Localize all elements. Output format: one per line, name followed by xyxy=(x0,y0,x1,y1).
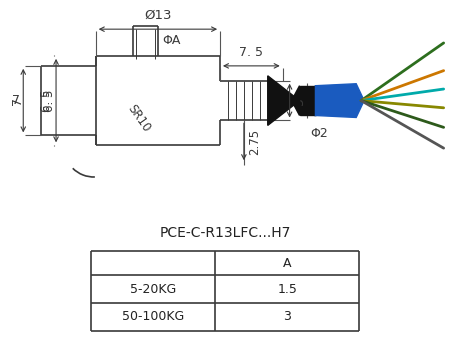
Text: 7. 5: 7. 5 xyxy=(239,46,263,59)
Polygon shape xyxy=(300,86,315,115)
Text: Ø13: Ø13 xyxy=(144,9,171,22)
Polygon shape xyxy=(268,76,300,125)
Text: 3: 3 xyxy=(283,310,291,323)
Text: 50-100KG: 50-100KG xyxy=(122,310,184,323)
Text: 7: 7 xyxy=(11,97,24,104)
Text: 7: 7 xyxy=(12,94,20,107)
Text: ΦA: ΦA xyxy=(162,34,181,47)
Text: 1.5: 1.5 xyxy=(277,283,297,295)
Text: A: A xyxy=(283,257,291,270)
Text: 6. 5: 6. 5 xyxy=(40,89,53,112)
Polygon shape xyxy=(315,84,364,118)
Text: 5: 5 xyxy=(292,97,306,104)
Text: 5-20KG: 5-20KG xyxy=(130,283,176,295)
Bar xyxy=(315,86,316,115)
Text: 6. 5: 6. 5 xyxy=(43,89,56,112)
Text: Φ2: Φ2 xyxy=(310,127,328,140)
Polygon shape xyxy=(292,86,300,115)
Text: SR10: SR10 xyxy=(125,102,153,134)
Text: 2.75: 2.75 xyxy=(248,129,261,155)
Text: PCE-C-R13LFC...H7: PCE-C-R13LFC...H7 xyxy=(159,226,291,239)
